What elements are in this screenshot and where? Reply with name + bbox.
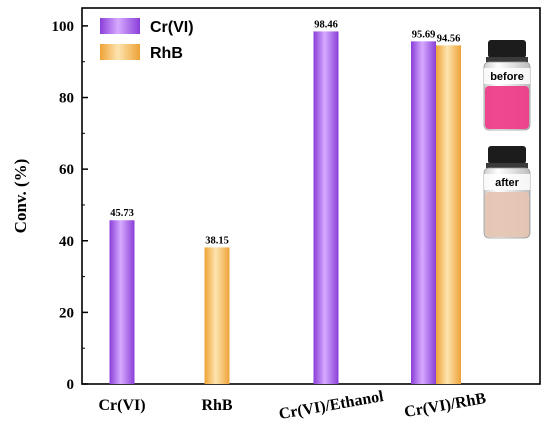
bar-cr-vi-cr-vi-rhb	[411, 41, 436, 385]
legend-label-cr-vi: Cr(VI)	[150, 19, 194, 36]
data-label-rhb-cr-vi-rhb: 94.56	[437, 33, 461, 44]
y-tick-label-60: 60	[59, 162, 74, 178]
y-tick-label-0: 0	[67, 377, 75, 393]
vial-label-before: before	[490, 71, 524, 83]
legend: Cr(VI) RhB	[100, 18, 194, 62]
vial-neck	[486, 163, 528, 168]
y-axis-label: Conv. (%)	[11, 159, 30, 234]
bars	[109, 31, 461, 385]
vial-cap	[488, 146, 526, 164]
x-tick-label-cr-vi-ethanol: Cr(VI)/Ethanol	[278, 388, 386, 423]
y-tick-label-100: 100	[52, 19, 75, 35]
vial-cap	[488, 40, 526, 58]
x-tick-label-cr-vi: Cr(VI)	[98, 397, 145, 414]
y-tick-label-20: 20	[59, 305, 74, 321]
vial-liquid	[485, 86, 529, 129]
bar-cr-vi-cr-vi	[109, 220, 135, 384]
data-labels: 45.73 38.15 98.46 95.69 94.56	[110, 19, 460, 246]
y-tick-label-80: 80	[59, 91, 74, 107]
y-axis: 0 20 40 60 80 100	[52, 19, 88, 393]
plot-frame	[81, 7, 541, 385]
bar-cr-vi-cr-vi-ethanol	[313, 31, 339, 384]
x-tick-label-cr-vi-rhb: Cr(VI)/RhB	[403, 390, 488, 421]
data-label-rhb-rhb: 38.15	[205, 235, 229, 246]
legend-label-rhb: RhB	[150, 45, 183, 62]
vial-photo-after: after	[483, 146, 531, 239]
vial-label-box	[484, 174, 530, 190]
data-label-cr-vi-cr-vi-rhb: 95.69	[412, 29, 436, 40]
vial-liquid	[485, 192, 529, 237]
legend-swatch-cr-vi	[100, 18, 140, 34]
vial-photo-before: before	[483, 40, 531, 131]
y-tick-label-40: 40	[59, 234, 74, 250]
legend-swatch-rhb	[100, 44, 140, 60]
data-label-cr-vi-cr-vi: 45.73	[110, 208, 134, 219]
x-tick-label-rhb: RhB	[201, 397, 232, 414]
vial-label-after: after	[495, 177, 520, 189]
data-label-cr-vi-cr-vi-ethanol: 98.46	[314, 19, 338, 30]
bar-rhb-cr-vi-rhb	[436, 45, 461, 385]
vial-label-box	[484, 68, 530, 84]
vial-neck	[486, 57, 528, 62]
bar-rhb-rhb	[204, 247, 230, 384]
